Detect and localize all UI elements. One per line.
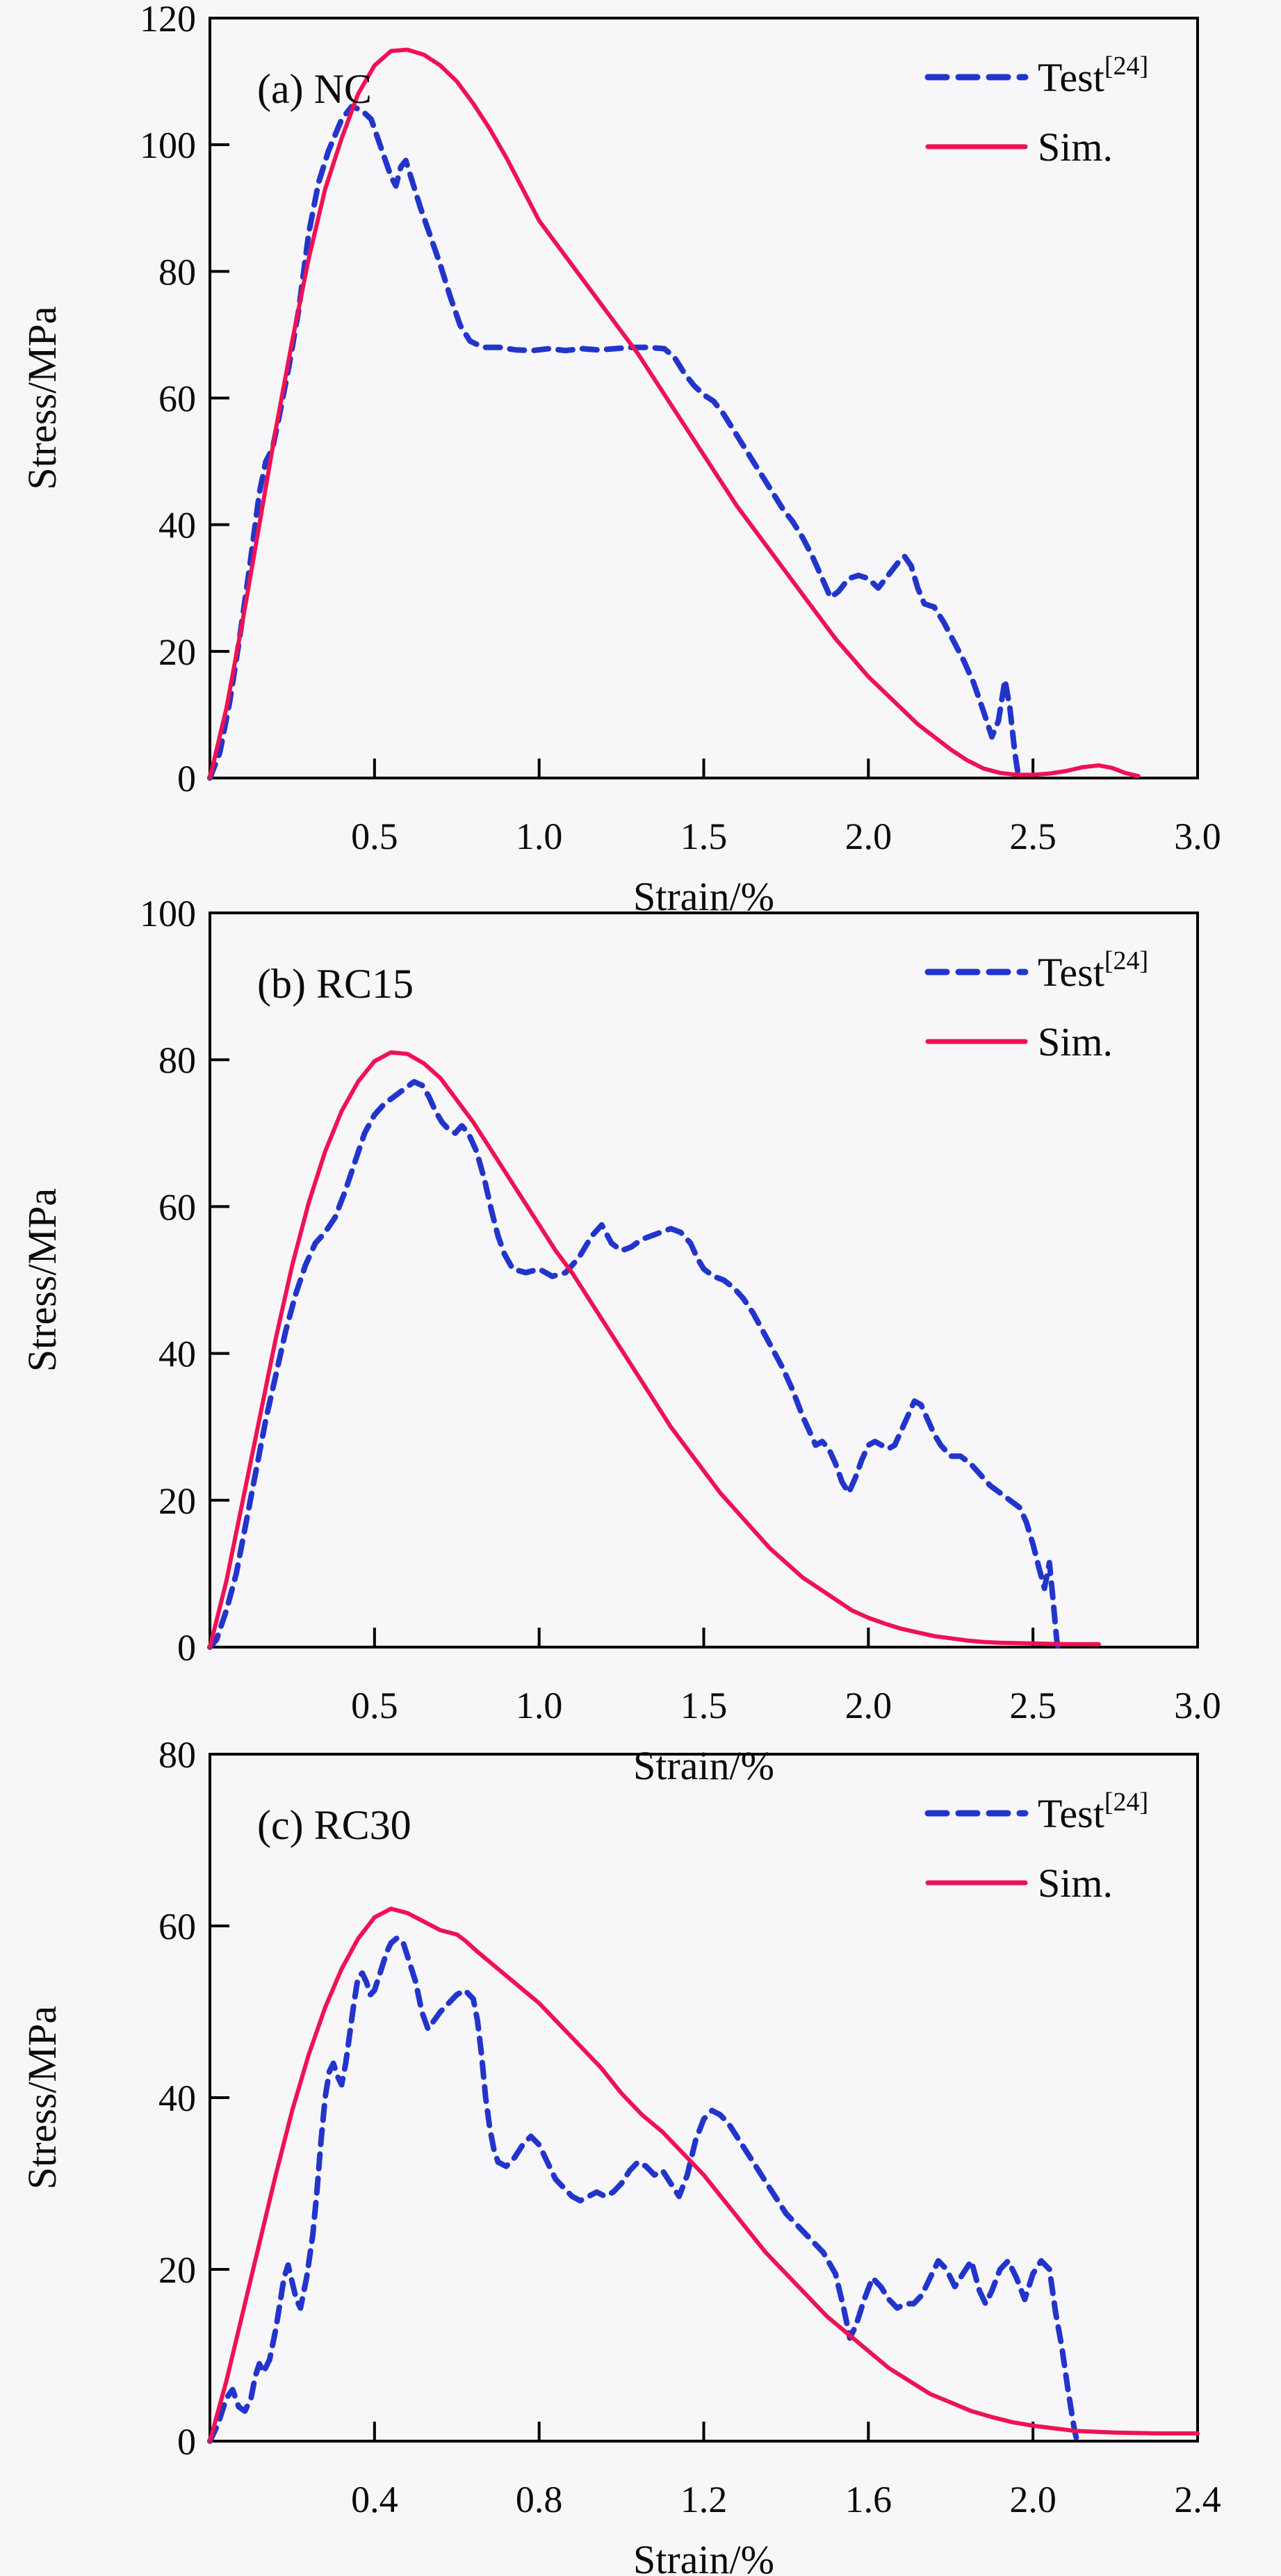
y-tick-label: 0 (177, 1627, 196, 1669)
x-tick-label: 1.0 (516, 1685, 563, 1726)
legend-test-label: Test[24] (1038, 51, 1148, 100)
x-tick-label: 2.0 (1009, 2479, 1056, 2520)
y-tick-label: 0 (177, 758, 196, 800)
legend: Test[24] Sim. (924, 946, 1148, 1064)
panel-a: 0 20 40 60 80 100 120 0.5 1.0 1.5 2.0 2.5 3.0 (a) NC S… (19, 0, 1221, 919)
x-tick-label: 1.2 (680, 2479, 728, 2520)
sim-curve (208, 1906, 1200, 2443)
y-tick-label: 60 (158, 1186, 196, 1228)
plot-border (209, 17, 1199, 779)
legend-test-label: Test[24] (1038, 1788, 1148, 1836)
y-tick-label: 100 (140, 893, 196, 934)
x-tick-label: 2.0 (845, 816, 892, 857)
x-tick-label: 2.4 (1174, 2479, 1221, 2520)
y-tick-label: 60 (158, 1906, 196, 1947)
x-tick-label: 2.5 (1009, 816, 1056, 857)
x-tick-label: 1.5 (680, 1685, 728, 1726)
legend-test-superscript: [24] (1104, 1788, 1148, 1817)
y-tick-label: 100 (140, 124, 196, 166)
y-tick-label: 0 (177, 2421, 196, 2463)
y-tick-label: 80 (158, 251, 196, 293)
panel-b: 0 20 40 60 80 100 0.5 1.0 1.5 2.0 2.5 3.0 (b) RC15 St… (19, 893, 1221, 1788)
legend: Test[24] Sim. (924, 1788, 1148, 1906)
panel-title: (b) RC15 (257, 961, 414, 1007)
test-curve (207, 1078, 1061, 1650)
y-tick-label: 40 (158, 505, 196, 546)
x-axis-label: Strain/% (633, 1743, 774, 1788)
panel-title: (c) RC30 (257, 1802, 411, 1848)
legend-test-superscript: [24] (1104, 51, 1148, 81)
x-tick-label: 0.5 (351, 1685, 398, 1726)
legend-test-label: Test[24] (1038, 946, 1148, 995)
x-axis-label: Strain/% (633, 2537, 774, 2576)
y-tick-label: 20 (158, 2249, 196, 2291)
x-tick-label: 1.0 (516, 816, 563, 857)
x-tick-label: 0.8 (516, 2479, 563, 2520)
x-tick-label: 2.0 (845, 1685, 892, 1726)
legend-test-text: Test (1038, 1791, 1104, 1836)
legend-test-superscript: [24] (1104, 946, 1148, 975)
y-tick-label: 40 (158, 1334, 196, 1375)
x-tick-label: 3.0 (1174, 1685, 1221, 1726)
x-tick-label: 3.0 (1174, 816, 1221, 857)
y-tick-label: 40 (158, 2077, 196, 2119)
plot-border (209, 912, 1199, 1649)
y-tick-label: 60 (158, 378, 196, 420)
y-axis-label: Stress/MPa (19, 2006, 65, 2189)
y-tick-label: 120 (140, 0, 196, 40)
legend: Test[24] Sim. (924, 51, 1148, 170)
legend-test-text: Test (1038, 950, 1104, 995)
y-tick-label: 20 (158, 1480, 196, 1522)
x-tick-label: 0.4 (351, 2479, 398, 2520)
panel-c: 0 20 40 60 80 0.4 0.8 1.2 1.6 2.0 2.4 (c) RC30 Stres… (19, 1734, 1221, 2576)
y-tick-label: 80 (158, 1734, 196, 1776)
sim-curve (208, 1050, 1101, 1649)
x-tick-label: 1.5 (680, 816, 728, 857)
test-curve (207, 104, 1021, 781)
legend-sim-label: Sim. (1038, 1861, 1113, 1906)
y-tick-label: 20 (158, 631, 196, 673)
y-axis-label: Stress/MPa (19, 1188, 65, 1372)
sim-curve (208, 47, 1141, 780)
panel-title: (a) NC (257, 66, 372, 112)
y-tick-label: 80 (158, 1039, 196, 1081)
test-curve (207, 1935, 1080, 2444)
x-tick-label: 0.5 (351, 816, 398, 857)
y-axis-label: Stress/MPa (19, 306, 65, 489)
plot-border (209, 1753, 1199, 2443)
legend-test-text: Test (1038, 55, 1104, 100)
legend-sim-label: Sim. (1038, 124, 1113, 170)
x-tick-label: 1.6 (845, 2479, 892, 2520)
x-tick-label: 2.5 (1009, 1685, 1056, 1726)
legend-sim-label: Sim. (1038, 1019, 1113, 1064)
